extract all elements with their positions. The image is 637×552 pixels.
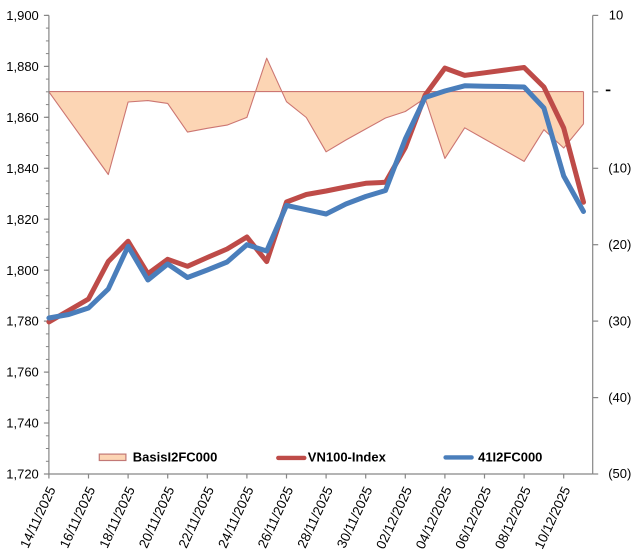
svg-text:(20): (20)	[608, 237, 631, 252]
svg-text:(40): (40)	[608, 390, 631, 405]
svg-text:24/11/2025: 24/11/2025	[215, 484, 257, 550]
svg-text:1,800: 1,800	[6, 263, 39, 278]
svg-text:(30): (30)	[608, 313, 631, 328]
svg-text:1,820: 1,820	[6, 212, 39, 227]
svg-text:10: 10	[609, 8, 623, 23]
svg-text:(50): (50)	[608, 466, 631, 481]
svg-text:08/12/2025: 08/12/2025	[492, 484, 534, 551]
svg-text:1,900: 1,900	[6, 8, 39, 23]
svg-text:(10): (10)	[608, 161, 631, 176]
svg-text:20/11/2025: 20/11/2025	[136, 484, 178, 550]
svg-text:16/11/2025: 16/11/2025	[57, 484, 99, 550]
svg-text:18/11/2025: 18/11/2025	[96, 484, 138, 550]
svg-text:22/11/2025: 22/11/2025	[176, 484, 218, 550]
svg-text:41I2FC000: 41I2FC000	[478, 450, 542, 465]
svg-text:04/12/2025: 04/12/2025	[413, 484, 455, 551]
svg-text:26/11/2025: 26/11/2025	[255, 484, 297, 550]
svg-text:VN100-Index: VN100-Index	[308, 450, 387, 465]
svg-text:BasisI2FC000: BasisI2FC000	[133, 450, 218, 465]
svg-text:10/12/2025: 10/12/2025	[531, 484, 573, 551]
svg-text:28/11/2025: 28/11/2025	[294, 484, 336, 550]
svg-text:06/12/2025: 06/12/2025	[452, 484, 494, 551]
svg-text:1,780: 1,780	[6, 314, 39, 329]
svg-text:14/11/2025: 14/11/2025	[17, 484, 59, 550]
svg-text:1,840: 1,840	[6, 161, 39, 176]
svg-text:1,740: 1,740	[6, 416, 39, 431]
svg-text:02/12/2025: 02/12/2025	[373, 484, 415, 551]
svg-text:30/11/2025: 30/11/2025	[334, 484, 376, 550]
svg-text:1,880: 1,880	[6, 59, 39, 74]
svg-text:1,760: 1,760	[6, 365, 39, 380]
svg-text:1,860: 1,860	[6, 110, 39, 125]
svg-text:1,720: 1,720	[6, 467, 39, 482]
